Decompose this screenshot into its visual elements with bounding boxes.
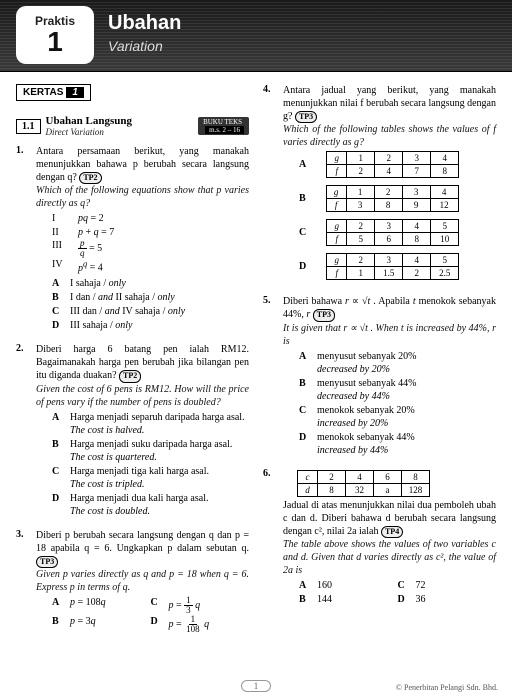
q6-table: c2468d832a128: [297, 470, 430, 497]
section-title-en: Direct Variation: [46, 127, 133, 137]
chapter-title-en: Variation: [108, 38, 163, 54]
page-content: KERTAS1 1.1 Ubahan Langsung Direct Varia…: [0, 72, 512, 666]
q5-options: Amenyusut sebanyak 20%decreased by 20% B…: [283, 350, 496, 457]
q2-options: AHarga menjadi separuh daripada harga as…: [36, 411, 249, 518]
section-heading: 1.1 Ubahan Langsung Direct Variation BUK…: [16, 115, 249, 137]
q1-options: AI sahaja / only BI dan / and II sahaja …: [36, 277, 249, 332]
question-4: 4. Antara jadual yang berikut, yang mana…: [263, 84, 496, 285]
chapter-title-ms: Ubahan: [108, 12, 181, 35]
praktis-badge: Praktis 1: [16, 6, 94, 64]
copyright: © Penerbitan Pelangi Sdn. Bhd.: [396, 683, 498, 692]
section-number: 1.1: [16, 119, 41, 134]
praktis-number: 1: [47, 28, 63, 56]
question-5: 5. Diberi bahawa r ∝ √t . Apabila t meno…: [263, 295, 496, 457]
textbook-pill: BUKU TEKSm.s. 2 – 16: [198, 117, 249, 135]
q3-options: Ap = 108q Cp = 13 q Bp = 3q Dp = 1108 q: [36, 596, 249, 634]
question-6: 6. c2468d832a128 Jadual di atas menunjuk…: [263, 468, 496, 606]
question-1: 1. Antara persamaan berikut, yang manaka…: [16, 145, 249, 333]
kertas-badge: KERTAS1: [16, 84, 91, 101]
section-title-ms: Ubahan Langsung: [46, 115, 133, 127]
chapter-header: Praktis 1 Ubahan Variation: [0, 0, 512, 72]
question-2: 2. Diberi harga 6 batang pen ialah RM12.…: [16, 343, 249, 518]
q6-options: A160 C72 B144 D36: [283, 579, 496, 606]
question-3: 3. Diberi p berubah secara langsung deng…: [16, 529, 249, 634]
